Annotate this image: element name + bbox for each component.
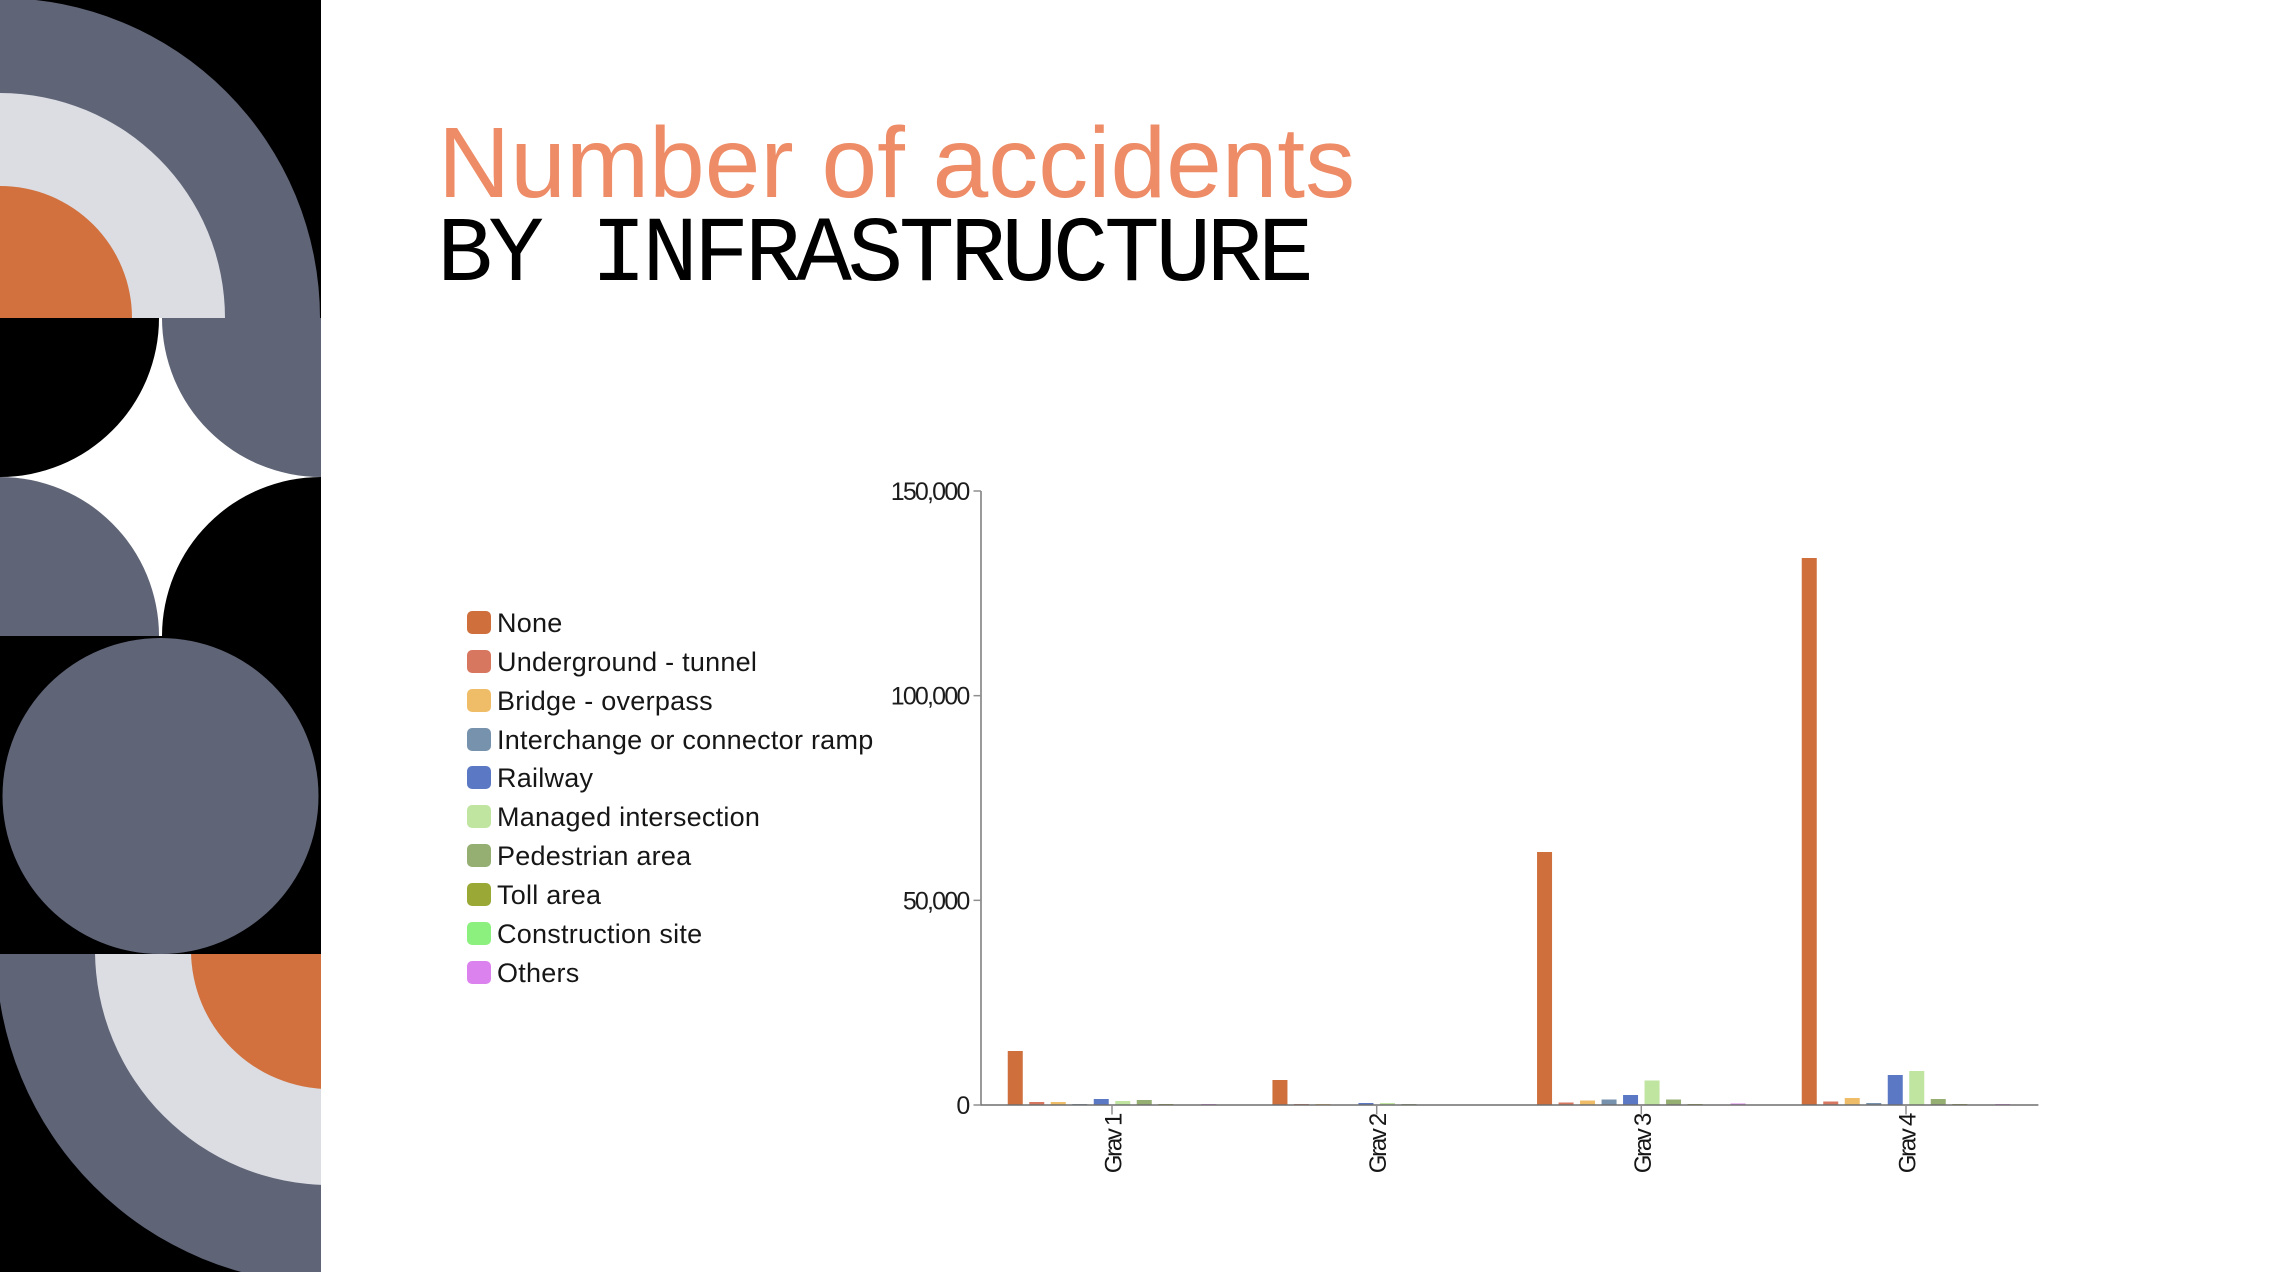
svg-text:150,000: 150,000: [891, 478, 970, 506]
svg-text:Grav 2: Grav 2: [1365, 1113, 1392, 1173]
svg-text:Grav 4: Grav 4: [1895, 1113, 1922, 1173]
svg-text:0: 0: [956, 1092, 969, 1120]
svg-text:Grav 3: Grav 3: [1630, 1113, 1657, 1173]
svg-text:50,000: 50,000: [903, 887, 970, 915]
svg-text:100,000: 100,000: [891, 683, 970, 711]
svg-text:Grav 1: Grav 1: [1101, 1113, 1128, 1173]
